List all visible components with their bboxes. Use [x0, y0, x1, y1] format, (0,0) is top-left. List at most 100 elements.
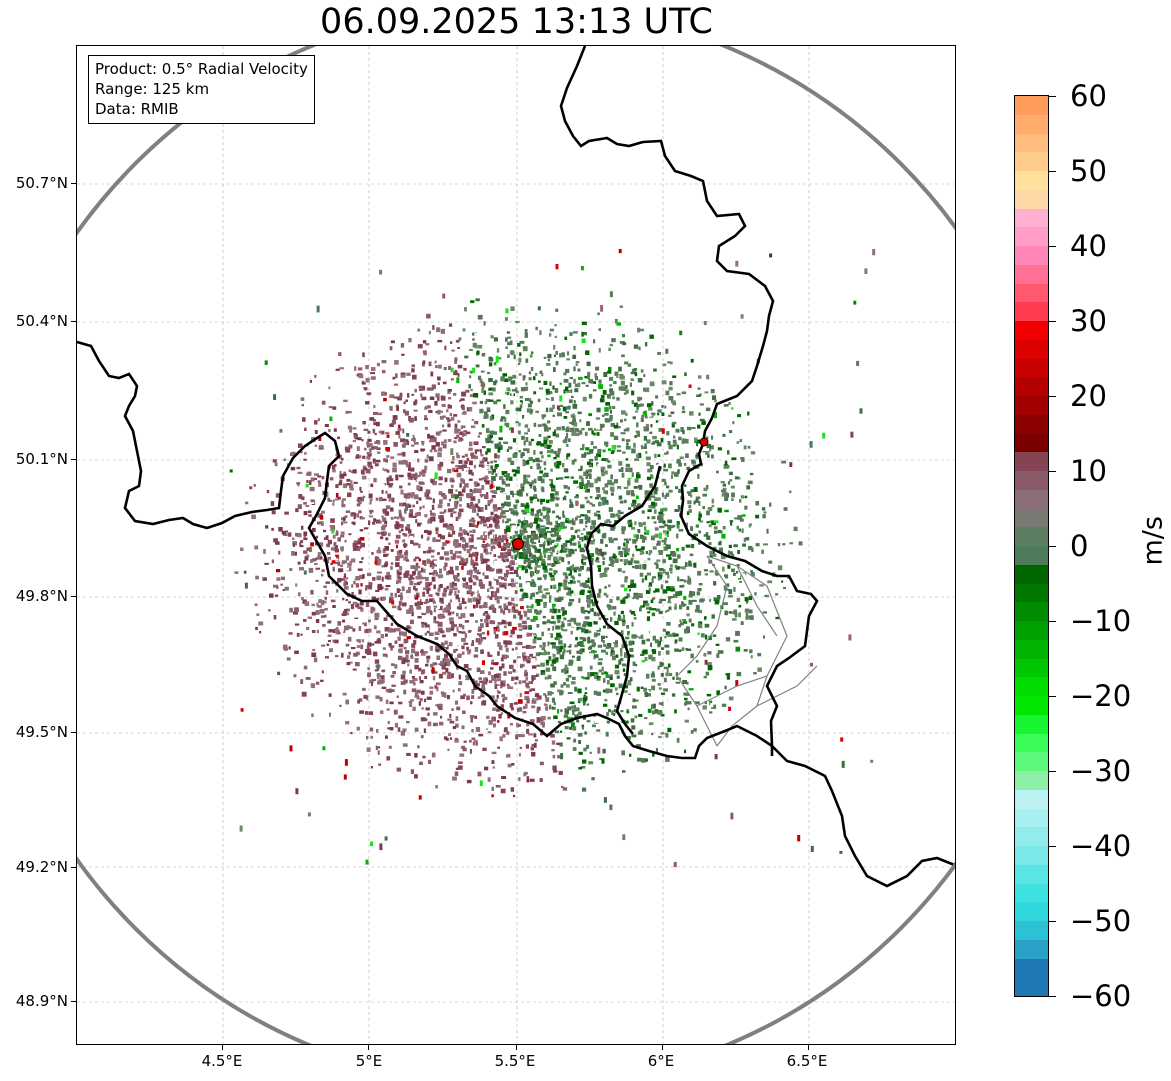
echo-pixel [551, 659, 557, 664]
echo-pixel [692, 591, 696, 596]
echo-pixel [321, 510, 325, 514]
echo-pixel [300, 633, 303, 636]
echo-pixel [438, 616, 443, 620]
echo-pixel [469, 506, 473, 509]
echo-pixel [699, 403, 704, 406]
echo-pixel [422, 560, 427, 565]
echo-pixel [394, 640, 398, 644]
echo-pixel [454, 423, 458, 429]
echo-pixel [493, 400, 498, 405]
echo-pixel [469, 616, 475, 620]
echo-pixel [653, 521, 657, 524]
echo-pixel [458, 674, 461, 680]
echo-pixel [480, 636, 483, 642]
echo-pixel [431, 555, 435, 558]
echo-pixel [537, 536, 542, 539]
echo-pixel [574, 591, 578, 595]
echo-pixel [510, 693, 516, 698]
echo-pixel [494, 699, 498, 703]
echo-pixel [699, 520, 704, 523]
echo-pixel [545, 527, 550, 530]
echo-pixel [697, 424, 701, 429]
echo-pixel [502, 734, 506, 738]
echo-pixel [505, 473, 510, 476]
echo-pixel [434, 360, 437, 364]
echo-pixel [418, 481, 424, 485]
echo-pixel [661, 621, 665, 626]
echo-pixel [529, 595, 533, 600]
echo-pixel [400, 681, 406, 685]
echo-pixel [343, 582, 347, 587]
echo-pixel [408, 700, 413, 703]
echo-pixel [548, 440, 553, 444]
echo-pixel [369, 679, 374, 684]
echo-pixel [505, 346, 508, 349]
echo-pixel [707, 651, 712, 655]
echo-pixel [552, 431, 556, 437]
echo-pixel [427, 493, 430, 498]
echo-pixel [520, 533, 524, 536]
echo-pixel [355, 662, 360, 667]
echo-pixel [764, 594, 769, 598]
echo-pixel [533, 733, 537, 738]
echo-pixel [367, 438, 372, 443]
echo-pixel [704, 623, 710, 628]
echo-pixel [390, 549, 394, 552]
echo-pixel [482, 540, 486, 543]
echo-pixel [317, 555, 321, 560]
echo-pixel [583, 483, 586, 487]
echo-pixel [620, 432, 626, 435]
echo-pixel [623, 542, 626, 547]
echo-pixel [513, 569, 518, 575]
echo-pixel [448, 733, 451, 736]
echo-pixel [423, 380, 428, 384]
echo-pixel [553, 457, 557, 460]
echo-pixel [573, 567, 577, 573]
echo-pixel [384, 520, 388, 525]
echo-pixel [633, 442, 636, 448]
echo-pixel [486, 630, 490, 636]
echo-pixel [598, 516, 601, 520]
echo-pixel [561, 621, 564, 624]
echo-pixel [440, 535, 446, 540]
echo-pixel [654, 527, 659, 531]
echo-pixel [412, 515, 417, 518]
echo-pixel [411, 676, 415, 679]
echo-pixel [481, 459, 485, 463]
echo-pixel [532, 581, 536, 585]
echo-pixel [388, 745, 392, 749]
echo-pixel [315, 567, 321, 570]
echo-pixel [708, 542, 712, 546]
echo-pixel [359, 486, 362, 491]
echo-pixel [602, 390, 607, 395]
echo-pixel [316, 602, 319, 607]
echo-pixel [297, 504, 302, 510]
echo-pixel [254, 545, 259, 550]
echo-pixel [684, 749, 687, 754]
echo-pixel [333, 542, 337, 547]
echo-pixel [622, 570, 626, 573]
echo-pixel [608, 537, 613, 541]
echo-pixel [550, 663, 555, 667]
echo-pixel [664, 481, 667, 486]
echo-pixel [621, 530, 625, 535]
echo-pixel [668, 386, 673, 391]
echo-pixel [390, 592, 394, 597]
echo-pixel [485, 440, 488, 444]
echo-pixel [539, 470, 544, 474]
echo-pixel [424, 454, 429, 459]
echo-pixel [603, 573, 608, 577]
echo-pixel [495, 464, 499, 468]
echo-pixel [595, 497, 600, 500]
echo-pixel [668, 596, 674, 599]
echo-pixel [743, 649, 748, 652]
echo-pixel [527, 403, 532, 408]
echo-pixel [554, 637, 558, 640]
echo-pixel [429, 572, 433, 575]
echo-pixel [688, 599, 693, 605]
echo-pixel [249, 486, 253, 490]
echo-pixel [426, 605, 431, 611]
echo-pixel [674, 603, 677, 608]
echo-pixel [437, 409, 441, 415]
echo-pixel [601, 496, 607, 501]
